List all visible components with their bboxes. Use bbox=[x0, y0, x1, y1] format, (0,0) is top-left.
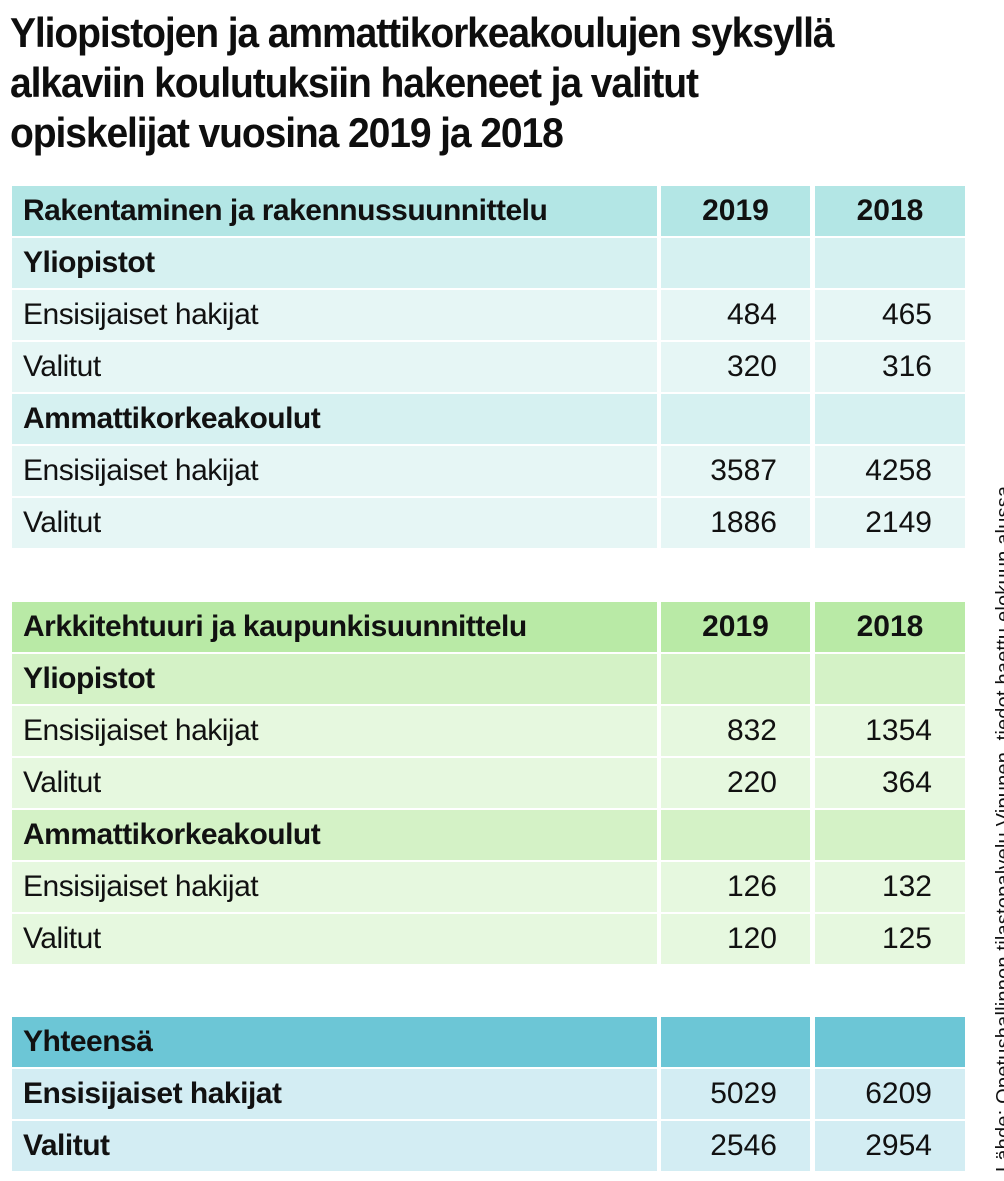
empty-cell bbox=[815, 238, 965, 288]
table-header-row: Yhteensä bbox=[12, 1017, 965, 1067]
value-2019: 120 bbox=[661, 914, 810, 964]
table-header-row: Arkkitehtuuri ja kaupunkisuunnittelu 201… bbox=[12, 602, 965, 652]
value-2019: 126 bbox=[661, 862, 810, 912]
table-title: Rakentaminen ja rakennussuunnittelu bbox=[12, 186, 657, 236]
empty-cell bbox=[661, 654, 810, 704]
value-2019: 2546 bbox=[661, 1121, 810, 1171]
row-label: Ensisijaiset hakijat bbox=[12, 290, 657, 340]
table-row: Valitut 2546 2954 bbox=[12, 1121, 965, 1171]
empty-cell bbox=[815, 654, 965, 704]
value-2018: 465 bbox=[815, 290, 965, 340]
row-label: Ensisijaiset hakijat bbox=[12, 446, 657, 496]
row-label: Valitut bbox=[12, 498, 657, 548]
column-header-2019: 2019 bbox=[661, 186, 810, 236]
value-2019: 484 bbox=[661, 290, 810, 340]
empty-cell bbox=[661, 1017, 810, 1067]
table-row: Valitut 1886 2149 bbox=[12, 498, 965, 548]
source-note: Lähde: Opetushallinnon tilastopalvelu Vi… bbox=[993, 485, 1004, 1172]
group-header-row: Yliopistot bbox=[12, 654, 965, 704]
empty-cell bbox=[661, 238, 810, 288]
row-label: Valitut bbox=[12, 1121, 657, 1171]
value-2018: 4258 bbox=[815, 446, 965, 496]
group-header-row: Ammattikorkeakoulut bbox=[12, 394, 965, 444]
empty-cell bbox=[815, 394, 965, 444]
table-row: Valitut 220 364 bbox=[12, 758, 965, 808]
value-2018: 125 bbox=[815, 914, 965, 964]
value-2018: 2954 bbox=[815, 1121, 965, 1171]
table-title: Yhteensä bbox=[12, 1017, 657, 1067]
row-label: Valitut bbox=[12, 758, 657, 808]
table-arkkitehtuuri: Arkkitehtuuri ja kaupunkisuunnittelu 201… bbox=[12, 602, 965, 964]
empty-cell bbox=[815, 810, 965, 860]
table-row: Valitut 120 125 bbox=[12, 914, 965, 964]
column-header-2019: 2019 bbox=[661, 602, 810, 652]
value-2018: 364 bbox=[815, 758, 965, 808]
table-header-row: Rakentaminen ja rakennussuunnittelu 2019… bbox=[12, 186, 965, 236]
value-2019: 5029 bbox=[661, 1069, 810, 1119]
table-row: Ensisijaiset hakijat 5029 6209 bbox=[12, 1069, 965, 1119]
group-label: Ammattikorkeakoulut bbox=[12, 394, 657, 444]
page-title: Yliopistojen ja ammattikorkeakoulujen sy… bbox=[10, 9, 835, 156]
value-2018: 1354 bbox=[815, 706, 965, 756]
row-label: Ensisijaiset hakijat bbox=[12, 706, 657, 756]
table-title: Arkkitehtuuri ja kaupunkisuunnittelu bbox=[12, 602, 657, 652]
value-2019: 832 bbox=[661, 706, 810, 756]
value-2019: 320 bbox=[661, 342, 810, 392]
column-header-2018: 2018 bbox=[815, 602, 965, 652]
table-rakentaminen: Rakentaminen ja rakennussuunnittelu 2019… bbox=[12, 186, 965, 548]
table-row: Ensisijaiset hakijat 3587 4258 bbox=[12, 446, 965, 496]
value-2018: 2149 bbox=[815, 498, 965, 548]
value-2018: 6209 bbox=[815, 1069, 965, 1119]
row-label: Valitut bbox=[12, 342, 657, 392]
value-2018: 316 bbox=[815, 342, 965, 392]
group-label: Yliopistot bbox=[12, 654, 657, 704]
value-2019: 3587 bbox=[661, 446, 810, 496]
group-label: Yliopistot bbox=[12, 238, 657, 288]
row-label: Ensisijaiset hakijat bbox=[12, 862, 657, 912]
table-row: Valitut 320 316 bbox=[12, 342, 965, 392]
table-row: Ensisijaiset hakijat 126 132 bbox=[12, 862, 965, 912]
table-row: Ensisijaiset hakijat 484 465 bbox=[12, 290, 965, 340]
group-header-row: Ammattikorkeakoulut bbox=[12, 810, 965, 860]
value-2019: 220 bbox=[661, 758, 810, 808]
empty-cell bbox=[815, 1017, 965, 1067]
row-label: Ensisijaiset hakijat bbox=[12, 1069, 657, 1119]
row-label: Valitut bbox=[12, 914, 657, 964]
empty-cell bbox=[661, 810, 810, 860]
group-label: Ammattikorkeakoulut bbox=[12, 810, 657, 860]
value-2018: 132 bbox=[815, 862, 965, 912]
table-totals: Yhteensä Ensisijaiset hakijat 5029 6209 … bbox=[12, 1017, 965, 1171]
table-row: Ensisijaiset hakijat 832 1354 bbox=[12, 706, 965, 756]
value-2019: 1886 bbox=[661, 498, 810, 548]
group-header-row: Yliopistot bbox=[12, 238, 965, 288]
column-header-2018: 2018 bbox=[815, 186, 965, 236]
empty-cell bbox=[661, 394, 810, 444]
